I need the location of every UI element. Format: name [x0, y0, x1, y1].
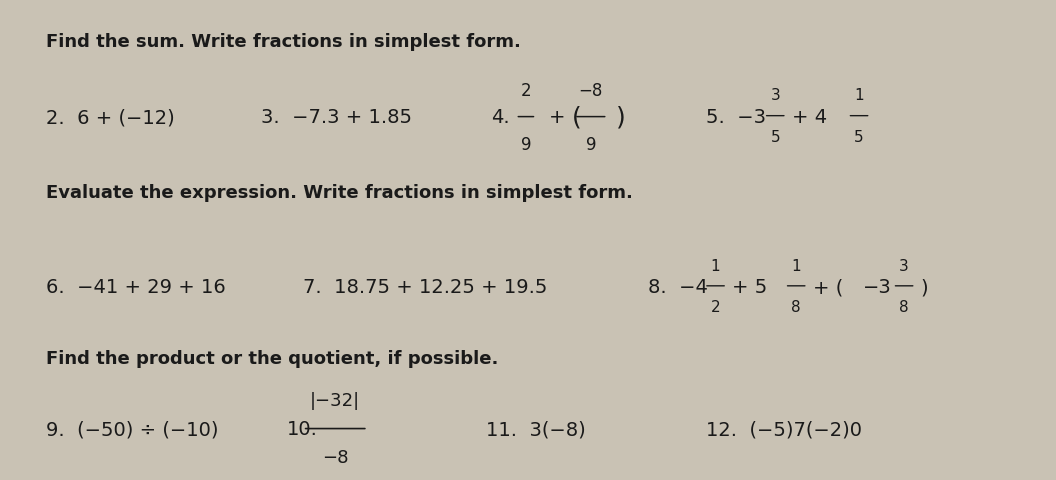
Text: |−32|: |−32|	[310, 391, 360, 409]
Text: 6.  −41 + 29 + 16: 6. −41 + 29 + 16	[46, 278, 226, 297]
Text: ): )	[921, 278, 928, 297]
Text: 5: 5	[771, 130, 780, 144]
Text: 2: 2	[521, 82, 531, 99]
Text: ): )	[616, 106, 626, 129]
Text: 1: 1	[791, 258, 802, 273]
Text: 11.  3(−8): 11. 3(−8)	[486, 419, 586, 438]
Text: + 4: + 4	[792, 108, 827, 127]
Text: 9: 9	[586, 135, 596, 153]
Text: −3: −3	[863, 278, 892, 297]
Text: 10.: 10.	[287, 419, 318, 438]
Text: 2.  6 + (−12): 2. 6 + (−12)	[46, 108, 175, 127]
Text: (: (	[572, 106, 582, 129]
Text: Find the product or the quotient, if possible.: Find the product or the quotient, if pos…	[46, 349, 498, 367]
Text: 9: 9	[521, 135, 531, 153]
Text: 8: 8	[791, 300, 802, 314]
Text: 1: 1	[711, 258, 720, 273]
Text: 3: 3	[900, 258, 909, 273]
Text: 8.  −4: 8. −4	[648, 278, 709, 297]
Text: Find the sum. Write fractions in simplest form.: Find the sum. Write fractions in simples…	[46, 33, 521, 51]
Text: 12.  (−5)7(−2)0: 12. (−5)7(−2)0	[706, 419, 862, 438]
Text: +: +	[549, 108, 565, 127]
Text: 2: 2	[711, 300, 720, 314]
Text: 3.  −7.3 + 1.85: 3. −7.3 + 1.85	[261, 108, 412, 127]
Text: 7.  18.75 + 12.25 + 19.5: 7. 18.75 + 12.25 + 19.5	[303, 278, 547, 297]
Text: + 5: + 5	[732, 278, 768, 297]
Text: 1: 1	[854, 88, 864, 103]
Text: 3: 3	[771, 88, 780, 103]
Text: 4.: 4.	[491, 108, 510, 127]
Text: + (: + (	[813, 278, 843, 297]
Text: 9.  (−50) ÷ (−10): 9. (−50) ÷ (−10)	[46, 419, 219, 438]
Text: 5: 5	[854, 130, 864, 144]
Text: −8: −8	[579, 82, 603, 99]
Text: Evaluate the expression. Write fractions in simplest form.: Evaluate the expression. Write fractions…	[46, 184, 633, 202]
Text: 5.  −3: 5. −3	[706, 108, 766, 127]
Text: 8: 8	[900, 300, 909, 314]
Text: −8: −8	[322, 448, 348, 467]
